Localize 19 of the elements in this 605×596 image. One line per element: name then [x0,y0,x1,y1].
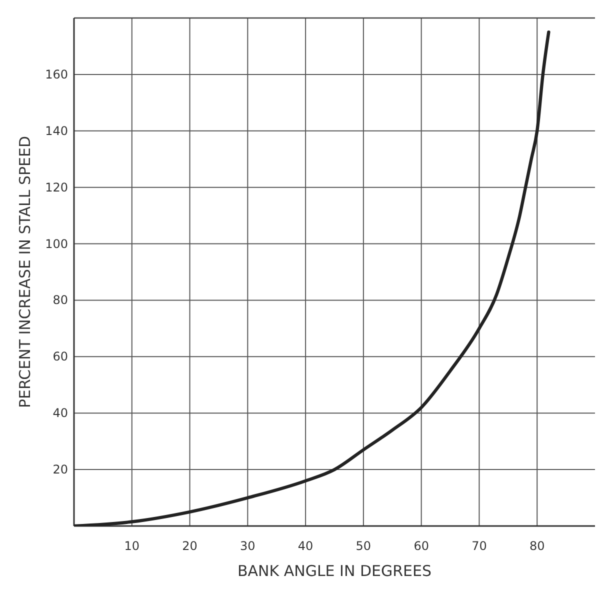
y-tick-label: 60 [52,350,68,364]
y-tick-label: 120 [45,180,68,194]
x-tick-label: 60 [414,539,429,553]
x-tick-label: 10 [124,539,140,553]
x-tick-label: 50 [356,539,372,553]
y-tick-label: 100 [45,236,68,251]
x-tick-label: 20 [182,539,198,553]
x-tick-label: 30 [240,539,256,553]
x-tick-label: 40 [298,539,314,553]
y-tick-label: 20 [52,462,68,477]
y-axis-title: PERCENT INCREASE IN STALL SPEED [16,136,34,408]
y-tick-label: 140 [45,124,68,138]
y-tick-label: 160 [45,67,68,82]
y-tick-label: 40 [52,406,68,420]
line-series [74,30,550,526]
y-tick-label: 80 [52,293,68,308]
x-axis-title: BANK ANGLE IN DEGREES [237,562,432,580]
x-tick-label: 80 [529,539,545,553]
x-tick-label: 70 [472,539,487,553]
